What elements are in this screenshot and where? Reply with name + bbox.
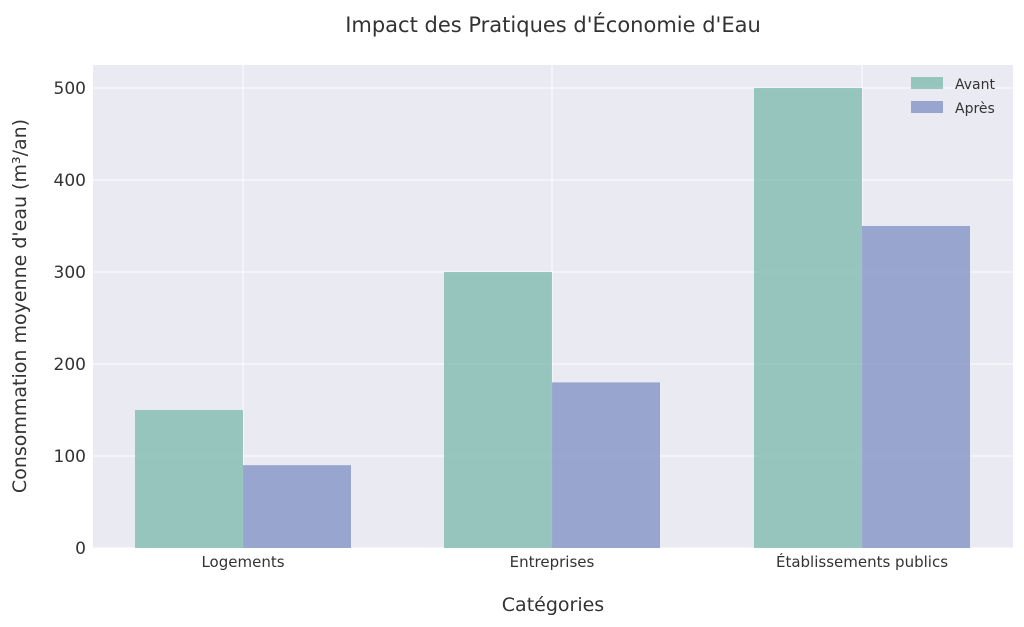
y-tick-label: 100 (54, 447, 86, 467)
chart-title: Impact des Pratiques d'Économie d'Eau (345, 12, 761, 37)
bar-avant-0 (135, 410, 243, 548)
legend-swatch-apres (911, 101, 943, 113)
y-axis-label: Consommation moyenne d'eau (m³/an) (9, 119, 31, 493)
bar-aprs-1 (552, 382, 660, 548)
y-tick-label: 400 (54, 171, 86, 191)
bar-aprs-0 (243, 465, 351, 548)
y-tick-label: 0 (75, 539, 86, 559)
bar-avant-2 (754, 88, 862, 548)
x-axis-label: Catégories (502, 594, 604, 616)
x-tick-label: Établissements publics (776, 552, 948, 571)
legend-swatch-avant (911, 77, 943, 89)
bar-aprs-2 (862, 226, 970, 548)
legend-label-apres: Après (955, 101, 995, 117)
y-tick-labels: 0 100 200 300 400 500 (54, 79, 86, 559)
bars (135, 88, 970, 548)
bar-avant-1 (444, 272, 552, 548)
y-tick-label: 500 (54, 79, 86, 99)
x-tick-label: Entreprises (510, 553, 595, 571)
y-tick-label: 300 (54, 263, 86, 283)
x-tick-label: Logements (201, 553, 284, 571)
y-tick-label: 200 (54, 355, 86, 375)
legend: Avant Après (911, 77, 995, 117)
x-tick-labels: Logements Entreprises Établissements publi… (201, 552, 948, 571)
legend-label-avant: Avant (955, 77, 995, 93)
